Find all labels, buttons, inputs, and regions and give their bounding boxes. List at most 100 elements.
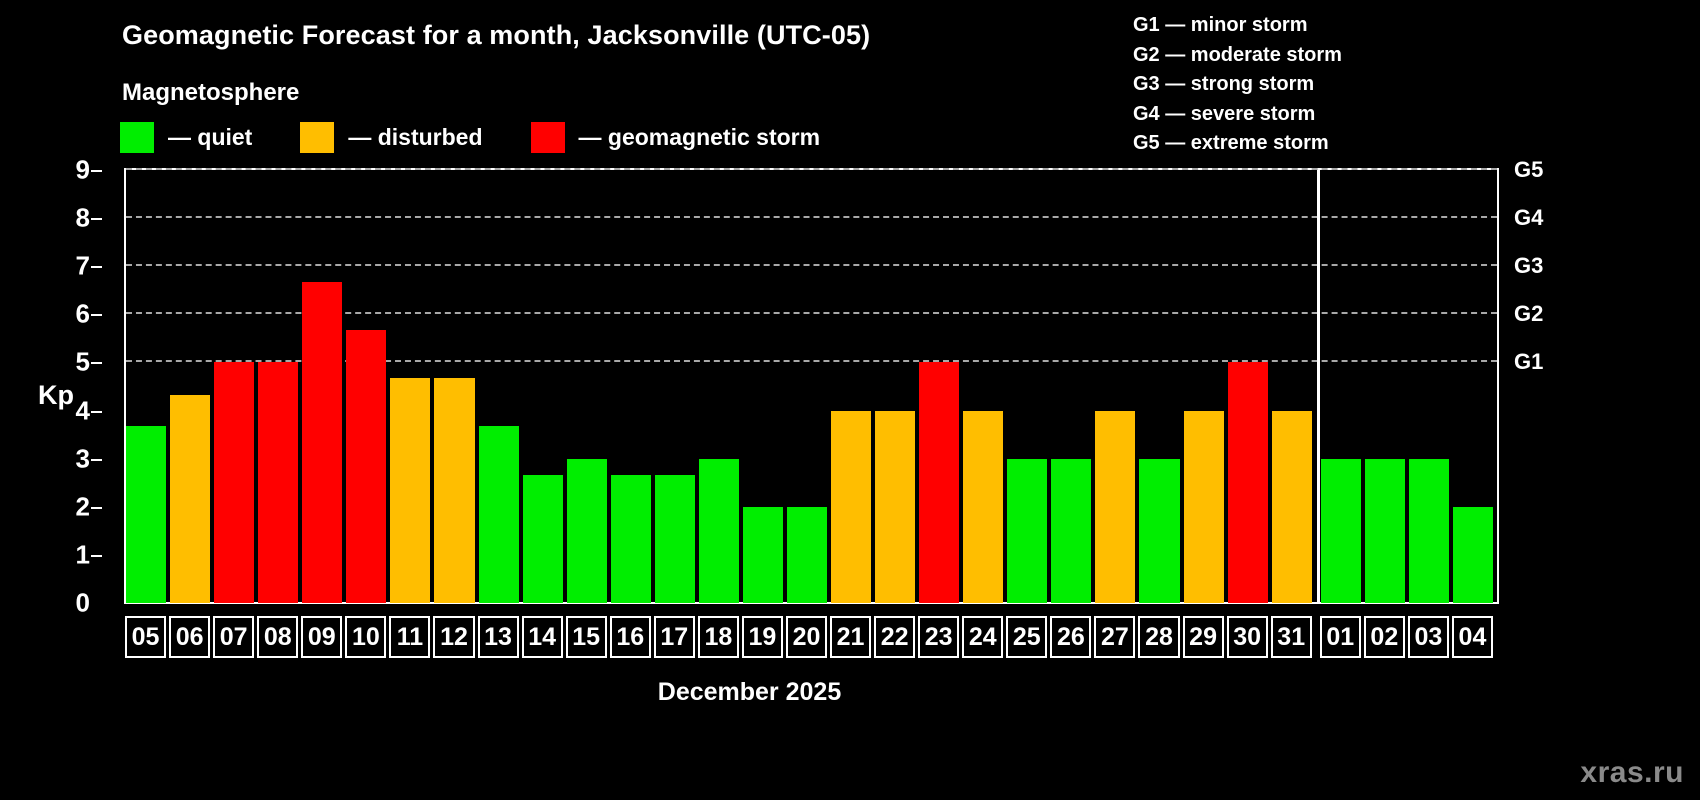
g-axis-tick-label: G2 (1514, 301, 1544, 327)
date-label: 25 (1006, 616, 1048, 658)
y-axis-tick-mark (91, 218, 102, 221)
y-axis-tick-mark (91, 314, 102, 317)
bar (1408, 458, 1449, 603)
date-label: 12 (433, 616, 475, 658)
bar (1452, 506, 1493, 603)
bar (1320, 458, 1361, 603)
date-label: 08 (257, 616, 299, 658)
legend-item: — quiet (120, 122, 252, 153)
bar (390, 378, 431, 603)
y-axis: 0 1 2 3 4 5 6 7 8 9 (0, 155, 118, 618)
green-square-swatch (120, 122, 154, 153)
bar (170, 394, 211, 603)
legend-item-label: — quiet (168, 124, 253, 150)
date-label: 16 (609, 616, 651, 658)
gridline (126, 264, 1497, 267)
date-label: 20 (785, 616, 828, 658)
x-axis-title: December 2025 (657, 678, 842, 706)
page-title: Geomagnetic Forecast for a month, Jackso… (122, 20, 871, 50)
bar (1007, 458, 1048, 603)
date-label: 19 (741, 616, 783, 658)
storm-scale-row: G3 — strong storm (1133, 73, 1315, 95)
bar (1051, 458, 1092, 603)
date-label: 27 (1094, 616, 1136, 658)
bar (742, 506, 783, 603)
y-axis-tick-label: 1 (75, 539, 90, 570)
storm-scale-row: G4 — severe storm (1133, 102, 1316, 125)
y-axis-tick-label: 4 (75, 395, 90, 426)
bar (875, 410, 916, 603)
y-axis-tick-mark (91, 554, 102, 557)
date-label: 22 (874, 616, 916, 658)
y-axis-tick-label: 6 (75, 298, 90, 329)
date-label: 23 (918, 616, 960, 658)
date-label: 17 (653, 616, 695, 658)
bar (1227, 362, 1268, 603)
y-axis-tick-mark (91, 362, 102, 365)
y-axis-tick-label: 8 (75, 202, 90, 233)
y-axis-tick-mark (91, 170, 102, 172)
bar (258, 362, 299, 603)
y-axis-tick-mark (91, 266, 102, 269)
y-axis-tick-mark (91, 506, 102, 509)
legend: — quiet — disturbed — geomagnetic storm (120, 122, 868, 153)
date-label: 04 (1451, 616, 1493, 658)
bar (434, 378, 475, 603)
date-label: 15 (565, 616, 607, 658)
date-label: 10 (345, 616, 387, 658)
y-axis-tick-label: 7 (75, 250, 90, 281)
bar (831, 410, 872, 603)
date-label: 14 (521, 616, 563, 658)
y-axis-tick-label: 9 (75, 154, 90, 185)
bar (214, 362, 255, 603)
bar (610, 474, 651, 603)
bar (478, 426, 519, 603)
date-label: 05 (125, 616, 167, 658)
g-axis-tick-label: G5 (1514, 157, 1544, 182)
bar (786, 506, 828, 603)
bar-series (126, 170, 1497, 603)
red-square-swatch (530, 122, 565, 153)
storm-scale-legend: G1 — minor storm G2 — moderate storm G3 — … (1133, 11, 1342, 159)
legend-item-label: — disturbed (348, 124, 483, 150)
bar (963, 410, 1004, 603)
date-label: 07 (213, 616, 255, 658)
y-axis-tick-label: 2 (75, 491, 90, 522)
date-label: 26 (1050, 616, 1092, 658)
storm-scale-row: G5 — extreme storm (1133, 132, 1329, 154)
date-label: 09 (301, 616, 343, 658)
date-label: 13 (477, 616, 519, 658)
bar (698, 458, 739, 603)
date-label: 28 (1138, 616, 1180, 658)
gridline (126, 168, 1497, 170)
g-axis-tick-label: G1 (1514, 349, 1544, 375)
orange-square-swatch (300, 122, 335, 153)
gridline (126, 312, 1497, 315)
storm-scale-row: G2 — moderate storm (1133, 43, 1342, 66)
bar (1364, 458, 1405, 603)
date-label: 24 (962, 616, 1004, 658)
date-label: 31 (1270, 616, 1312, 658)
bar (126, 426, 167, 603)
y-axis-tick-label: 3 (75, 443, 90, 474)
legend-item-label: — geomagnetic storm (578, 124, 821, 150)
gridline (126, 360, 1497, 363)
bar (1139, 458, 1180, 603)
y-axis-tick-label: 0 (75, 587, 90, 618)
bar (919, 362, 960, 603)
legend-item: — geomagnetic storm (530, 122, 821, 153)
y-axis-tick-mark (91, 410, 102, 413)
date-label: 06 (169, 616, 211, 658)
bar (1271, 410, 1312, 603)
g-axis-tick-label: G3 (1514, 253, 1544, 279)
magnetosphere-label: Magnetosphere (122, 79, 300, 106)
y-axis-tick-label: 5 (75, 346, 90, 377)
date-label: 18 (697, 616, 739, 658)
month-divider (1316, 170, 1320, 603)
g-axis-tick-label: G4 (1514, 205, 1544, 231)
gridline (126, 216, 1497, 219)
bar (1183, 410, 1224, 603)
bar (1095, 410, 1136, 603)
bar (566, 458, 607, 603)
watermark: xras.ru (1580, 756, 1684, 789)
